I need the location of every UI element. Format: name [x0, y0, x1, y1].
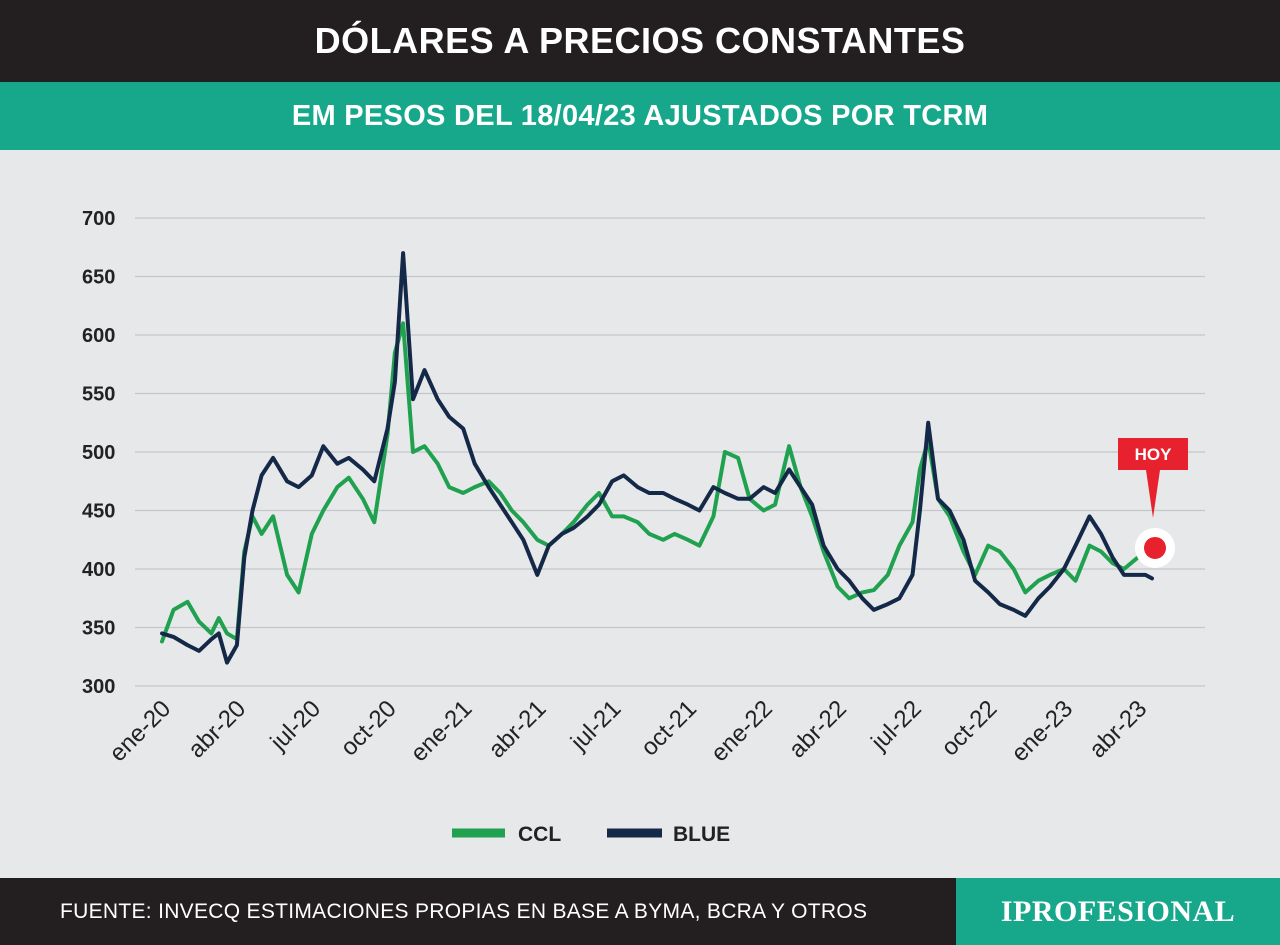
y-tick-label: 400: [82, 559, 115, 581]
x-tick-label: abr-21: [483, 695, 551, 763]
x-tick-label: ene-21: [406, 695, 478, 767]
y-tick-label: 450: [82, 501, 115, 523]
series-line-blue: [160, 251, 1154, 665]
legend-label-blue: BLUE: [673, 823, 730, 846]
hoy-label-box: [1118, 438, 1188, 470]
y-tick-label: 650: [82, 267, 115, 289]
x-tick-label: jul-21: [565, 695, 626, 756]
x-tick-label: oct-22: [936, 695, 1002, 761]
series-line-ccl: [160, 321, 1154, 644]
x-tick-label: ene-23: [1006, 695, 1078, 767]
y-tick-label: 550: [82, 384, 115, 406]
y-tick-label: 700: [82, 208, 115, 230]
grid-lines: [135, 217, 1205, 687]
source-note: FUENTE: INVECQ ESTIMACIONES PROPIAS EN B…: [60, 899, 868, 923]
y-tick-label: 350: [82, 618, 115, 640]
hoy-label: HOY: [1135, 445, 1173, 464]
x-tick-label: oct-20: [335, 695, 401, 761]
x-axis-ticks: ene-20 abr-20 jul-20 oct-20 ene-21 abr-21 jul-…: [104, 695, 1152, 767]
x-tick-label: abr-20: [183, 695, 251, 763]
y-tick-label: 600: [82, 325, 115, 347]
hoy-marker: HOY: [1118, 438, 1188, 568]
footer-bar: FUENTE: INVECQ ESTIMACIONES PROPIAS EN B…: [0, 878, 1280, 945]
line-chart: 300 350 400 450 500 550 600 650 700 ene-20 abr-20…: [82, 208, 1205, 846]
hoy-dot: [1144, 536, 1166, 559]
legend-label-ccl: CCL: [518, 823, 561, 846]
chart-subtitle: EM PESOS DEL 18/04/23 AJUSTADOS POR TCRM: [0, 82, 1280, 150]
x-tick-label: ene-20: [104, 695, 176, 767]
series-group: [160, 251, 1154, 665]
x-tick-label: oct-21: [636, 695, 702, 761]
x-tick-label: ene-22: [706, 695, 778, 767]
y-tick-label: 500: [82, 442, 115, 464]
y-axis-ticks: 300 350 400 450 500 550 600 650 700: [82, 208, 115, 698]
x-tick-label: abr-22: [784, 695, 852, 763]
x-tick-label: abr-23: [1084, 695, 1152, 763]
x-tick-label: jul-22: [865, 695, 926, 756]
brand-logo: IPROFESIONAL: [956, 878, 1280, 945]
legend: CCL BLUE: [452, 823, 730, 846]
x-tick-label: jul-20: [265, 695, 326, 756]
y-tick-label: 300: [82, 676, 115, 698]
chart-title: DÓLARES A PRECIOS CONSTANTES: [0, 0, 1280, 82]
hoy-pointer: [1146, 470, 1160, 518]
